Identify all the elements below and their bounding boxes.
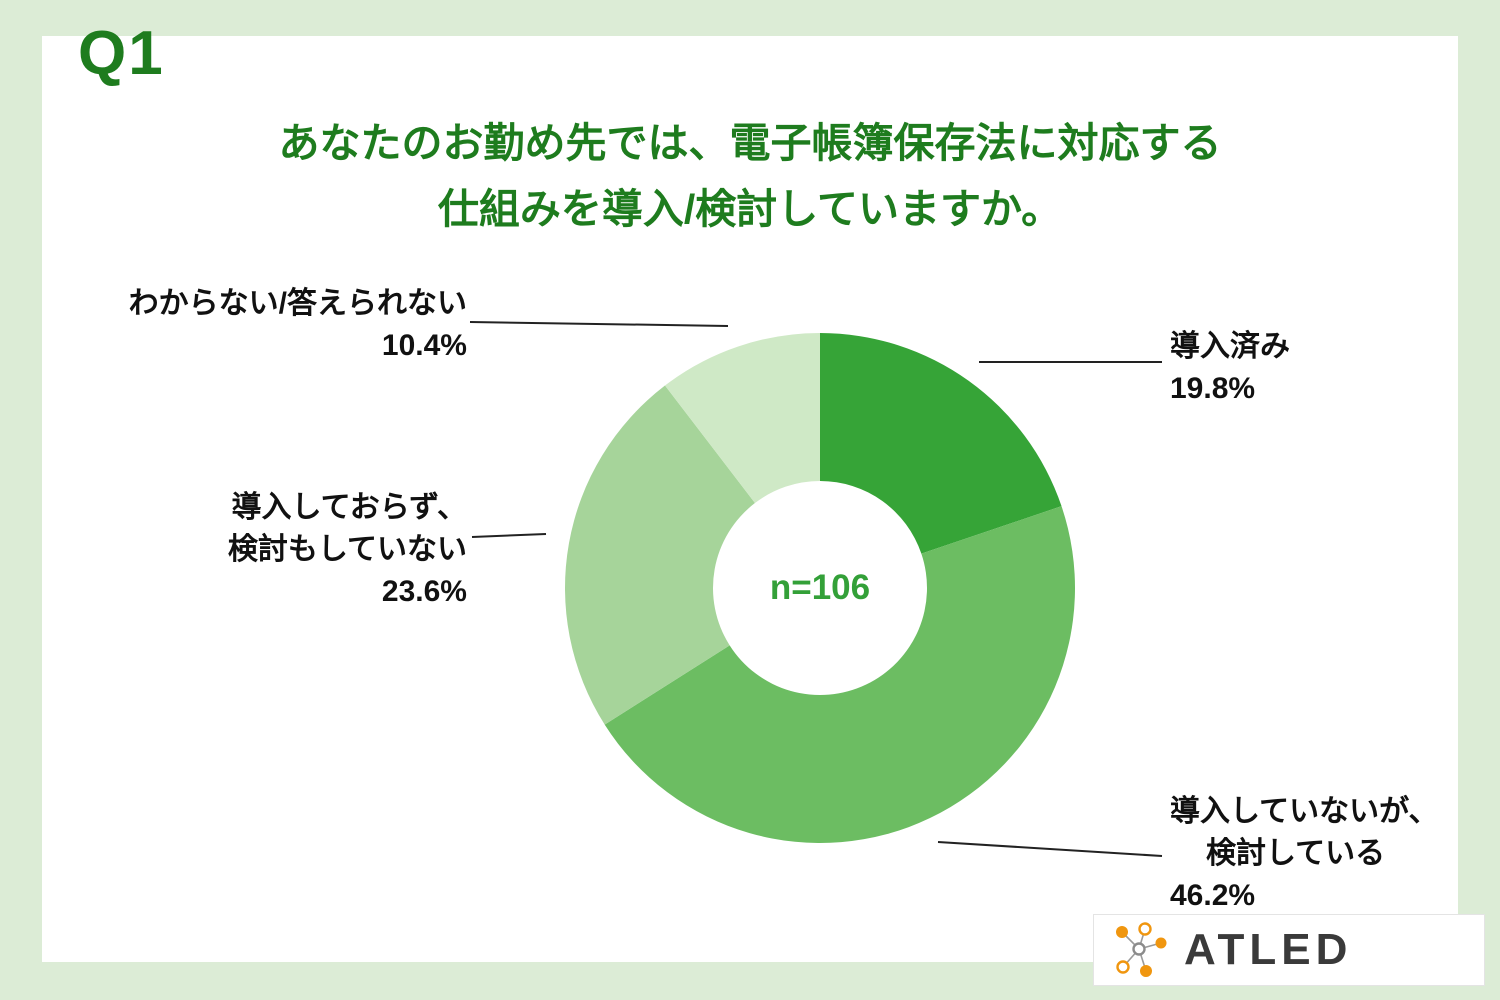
callout-implemented-percent: 19.8% <box>1170 372 1256 405</box>
donut-slice-1 <box>604 506 1075 843</box>
callout-considering-label1: 導入していないが、 <box>1170 795 1439 828</box>
callout-implemented: 導入済み 19.8% <box>1170 326 1290 410</box>
callout-considering-label2: 検討している <box>1206 837 1386 870</box>
callout-not-considering: 導入しておらず、 検討もしていない 23.6% <box>228 487 467 613</box>
donut-slice-0 <box>820 333 1062 554</box>
donut-slice-3 <box>664 333 820 504</box>
sample-size-label: n=106 <box>769 568 871 607</box>
atled-logo-mark <box>1116 922 1167 977</box>
atled-logo: ATLED <box>1093 914 1485 986</box>
survey-title-line1: あなたのお勤め先では、電子帳簿保存法に対応する <box>278 120 1222 166</box>
callout-unknown: わからない/答えられない 10.4% <box>129 283 467 367</box>
callout-unknown-label: わからない/答えられない <box>128 287 467 320</box>
callout-not-considering-label2: 検討もしていない <box>227 533 467 566</box>
survey-title: あなたのお勤め先では、電子帳簿保存法に対応する 仕組みを導入/検討していますか。 <box>0 110 1500 243</box>
callout-not-considering-label1: 導入しておらず、 <box>231 491 468 524</box>
callout-line-not-considering <box>471 533 547 538</box>
callout-considering-percent: 46.2% <box>1170 879 1256 912</box>
callout-line-unknown <box>469 321 729 327</box>
atled-logo-text: ATLED <box>1184 925 1353 974</box>
callout-line-considering <box>937 841 1163 857</box>
callout-considering: 導入していないが、 検討している 46.2% <box>1170 791 1439 917</box>
donut-slice-2 <box>564 385 755 725</box>
question-number: Q1 <box>78 19 165 88</box>
callout-lines <box>469 321 1163 857</box>
donut-slices <box>564 333 1075 843</box>
callout-implemented-label: 導入済み <box>1170 330 1290 363</box>
survey-title-line2: 仕組みを導入/検討していますか。 <box>437 186 1063 233</box>
callout-not-considering-percent: 23.6% <box>381 575 467 608</box>
callout-unknown-percent: 10.4% <box>381 329 467 362</box>
